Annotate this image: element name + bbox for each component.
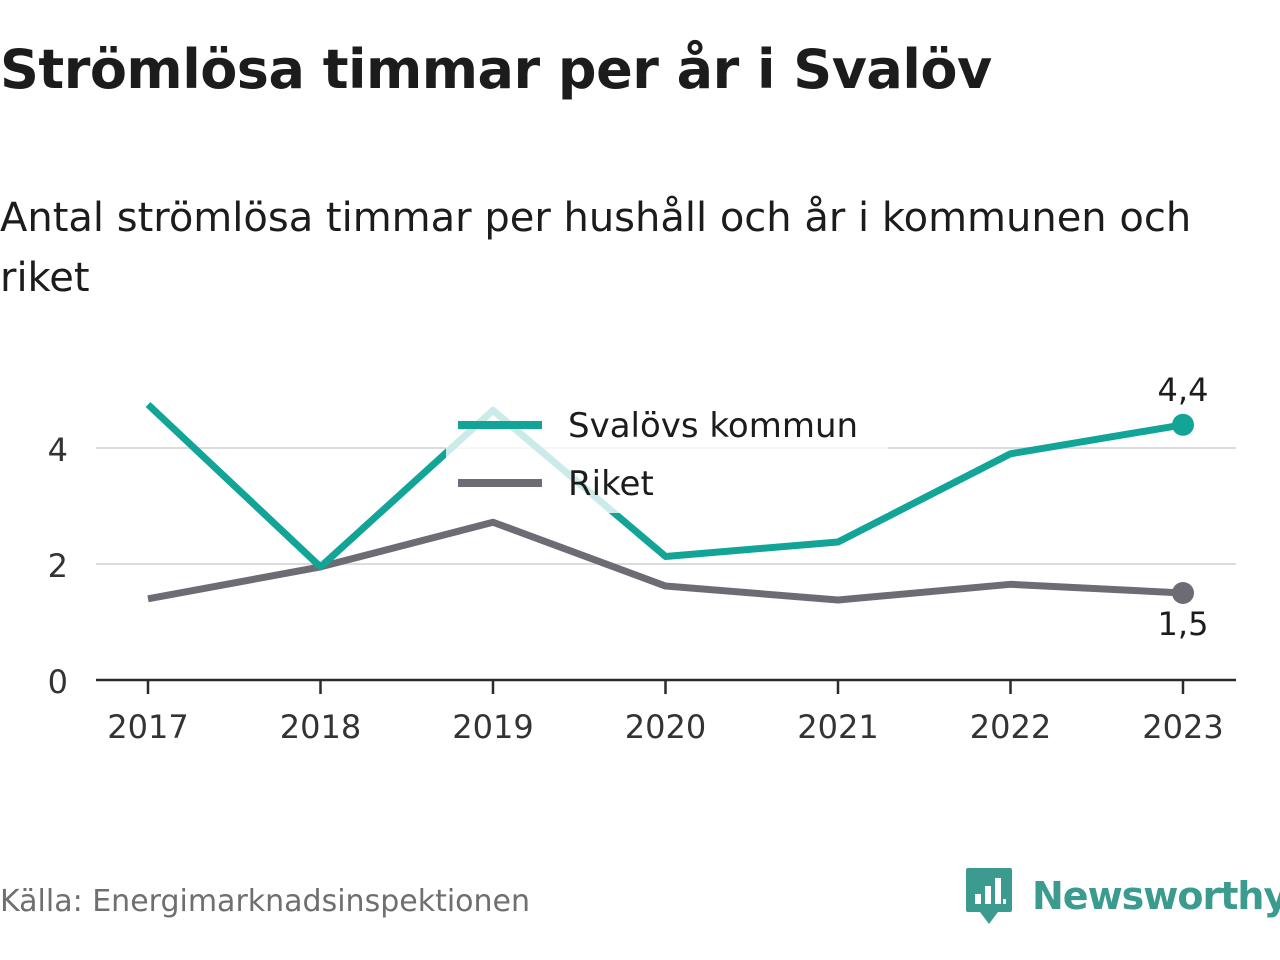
brand-name: Newsworthy bbox=[1032, 874, 1280, 918]
end-marker-riket bbox=[1172, 582, 1194, 604]
newsworthy-logo-icon bbox=[966, 868, 1012, 924]
end-label-svalovs-kommun: 4,4 bbox=[1158, 371, 1209, 409]
chart-subtitle: Antal strömlösa timmar per hushåll och å… bbox=[0, 195, 1192, 301]
y-tick-label: 4 bbox=[48, 431, 68, 469]
y-tick-label: 2 bbox=[48, 547, 68, 585]
line-chart: 0 2 4 2017 2018 2019 2020 2021 2022 2023 4,4 1,5 Sva… bbox=[48, 371, 1236, 746]
legend-label: Riket bbox=[568, 464, 654, 504]
x-tick-label: 2023 bbox=[1142, 708, 1223, 746]
chart-title: Strömlösa timmar per år i Svalöv bbox=[0, 38, 992, 101]
legend-box bbox=[446, 395, 888, 513]
x-tick-label: 2017 bbox=[107, 708, 188, 746]
end-marker-svalovs-kommun bbox=[1172, 413, 1194, 436]
brand-logo: Newsworthy bbox=[964, 864, 1280, 928]
series-line-riket bbox=[147, 518, 1184, 604]
x-tick-label: 2019 bbox=[452, 708, 533, 746]
source-note: Källa: Energimarknadsinspektionen bbox=[0, 884, 531, 919]
x-tick-label: 2022 bbox=[970, 708, 1051, 746]
series-line-svalovs-kommun bbox=[145, 401, 1184, 571]
y-tick-label: 0 bbox=[48, 663, 68, 701]
end-label-riket: 1,5 bbox=[1158, 605, 1209, 643]
x-tick-label: 2021 bbox=[797, 708, 878, 746]
x-tick-label: 2018 bbox=[280, 708, 361, 746]
x-tick-label: 2020 bbox=[625, 708, 706, 746]
legend-label: Svalövs kommun bbox=[568, 406, 858, 446]
